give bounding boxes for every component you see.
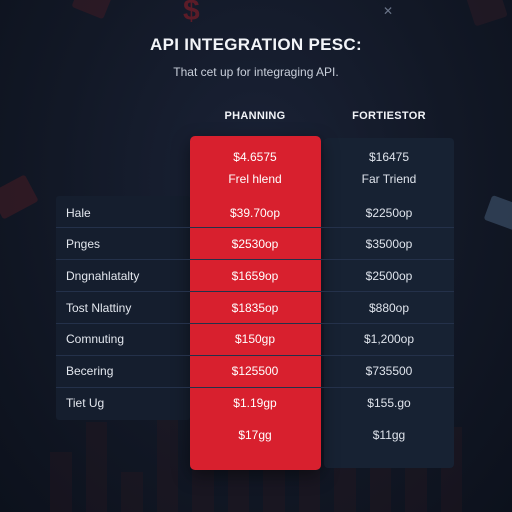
plan-heading-featured: PHANNING	[224, 110, 286, 122]
feature-label: Tost Nlattiny	[66, 301, 132, 315]
feature-label: Hale	[66, 206, 91, 220]
standard-cell: $2500op	[365, 269, 413, 283]
feature-label: Pnges	[66, 237, 101, 251]
plan-heading-standard: FORTIESTOR	[352, 110, 426, 122]
plan-column-featured[interactable]	[190, 136, 321, 470]
standard-cell: $2250op	[365, 206, 413, 220]
standard-cell: $1,200op	[363, 332, 415, 346]
featured-cell: $39.70op	[229, 206, 281, 220]
standard-cell: $3500op	[365, 237, 413, 251]
standard-cell: $735500	[365, 364, 413, 378]
feature-label: Becering	[66, 364, 114, 378]
feature-label: Tiet Ug	[66, 396, 105, 410]
feature-labels-panel	[56, 196, 190, 420]
card-decoration-icon	[0, 174, 39, 220]
dollar-sign-icon: $	[183, 0, 200, 27]
plan-price-standard: $16475	[368, 150, 410, 164]
featured-cell: $125500	[231, 364, 279, 378]
close-icon: ✕	[383, 4, 394, 18]
background-bar	[156, 402, 178, 512]
card-decoration-icon	[71, 0, 113, 20]
featured-cell: $2530op	[231, 237, 279, 251]
standard-cell: $155.go	[367, 396, 411, 410]
page-subtitle: That cet up for integraging API.	[173, 65, 339, 79]
featured-cell: $150gp	[234, 332, 276, 346]
background-bar	[50, 452, 72, 512]
plan-column-standard[interactable]	[324, 138, 454, 468]
background-bar	[405, 467, 427, 512]
standard-footer-price: $11gg	[372, 428, 406, 442]
card-decoration-icon	[466, 0, 508, 27]
background-bar	[85, 422, 107, 512]
background-bar	[263, 462, 285, 512]
feature-label: Comnuting	[66, 332, 125, 346]
featured-footer-price: $17gg	[238, 428, 272, 442]
featured-cell: $1835op	[231, 301, 279, 315]
featured-cell: $1.19gp	[233, 396, 277, 410]
featured-cell: $1659op	[231, 269, 279, 283]
row-divider	[56, 259, 454, 260]
row-divider	[56, 227, 454, 228]
background-bar	[121, 472, 143, 512]
row-divider	[56, 323, 454, 324]
row-divider	[56, 291, 454, 292]
row-divider	[56, 355, 454, 356]
page-title: API INTEGRATION PESC:	[150, 35, 362, 54]
standard-cell: $880op	[368, 301, 410, 315]
plan-name-featured: Frel hlend	[228, 172, 282, 186]
plan-name-standard: Far Triend	[361, 172, 417, 186]
plan-price-featured: $4.6575	[233, 150, 277, 164]
card-decoration-icon	[483, 194, 512, 232]
feature-label: Dngnahlatalty	[66, 269, 140, 283]
row-divider	[56, 387, 454, 388]
